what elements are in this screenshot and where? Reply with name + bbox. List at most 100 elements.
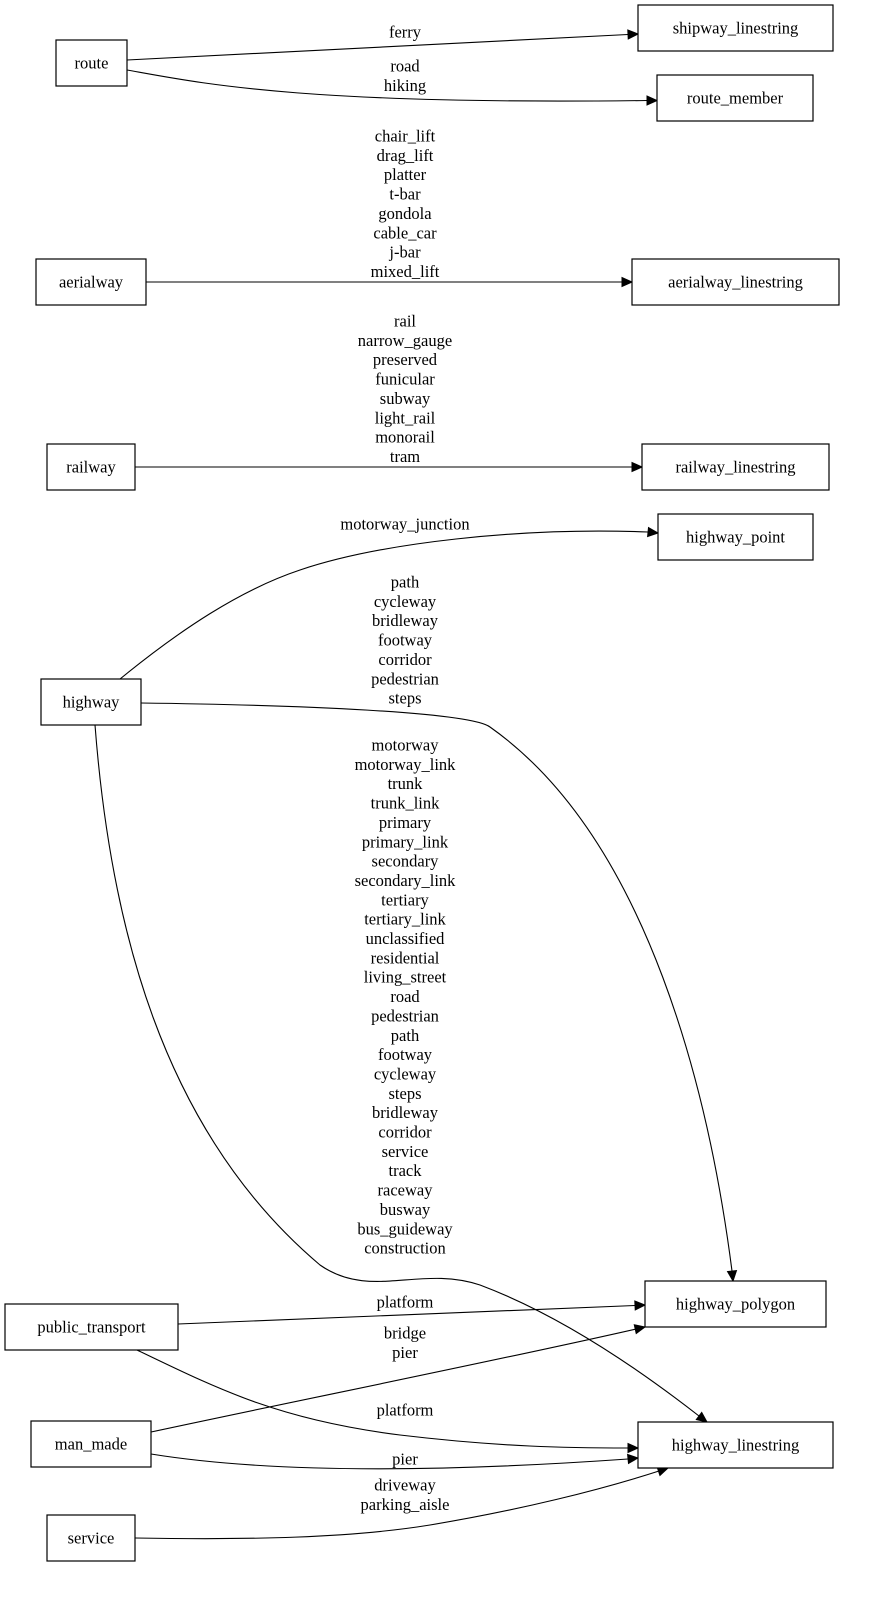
node-service[interactable]: service <box>46 1514 136 1562</box>
arrowhead-icon <box>646 95 659 106</box>
node-highway_point[interactable]: highway_point <box>657 513 814 561</box>
edge-label: motorway_link <box>355 755 457 774</box>
arrowhead-icon <box>621 276 634 288</box>
edge-label: primary_link <box>362 832 449 851</box>
edge-line <box>94 724 700 1417</box>
node-box <box>55 39 128 87</box>
edge-label: trunk <box>388 774 424 793</box>
edge-label: unclassified <box>366 929 446 948</box>
edge-label: road <box>390 57 420 76</box>
edge-label: funicular <box>375 370 435 389</box>
edge-line <box>150 1453 629 1470</box>
node-label: highway_linestring <box>672 1436 799 1455</box>
edge-label: path <box>391 1026 420 1045</box>
node-label: railway_linestring <box>675 458 795 477</box>
node-box <box>40 678 142 726</box>
node-railway_linestring[interactable]: railway_linestring <box>641 443 830 491</box>
node-route_member[interactable]: route_member <box>656 74 814 122</box>
edge-label: corridor <box>378 1123 432 1142</box>
node-label: highway_polygon <box>676 1295 795 1314</box>
edge-label: driveway <box>374 1476 436 1495</box>
arrowhead-icon <box>695 1411 708 1423</box>
edge-label: road <box>390 987 420 1006</box>
edge-line <box>177 1304 636 1325</box>
edge-label: bus_guideway <box>357 1219 453 1238</box>
edge-label: platter <box>384 165 427 184</box>
edge-line <box>119 530 649 680</box>
node-label: public_transport <box>37 1318 146 1337</box>
node-railway[interactable]: railway <box>46 443 136 491</box>
edge-label: bridleway <box>372 611 439 630</box>
node-highway_linestring[interactable]: highway_linestring <box>637 1421 834 1469</box>
edge-label: corridor <box>378 650 432 669</box>
node-label: shipway_linestring <box>673 19 799 38</box>
edge-label: steps <box>389 689 422 708</box>
arrowhead-icon <box>726 1270 738 1283</box>
node-box <box>637 1421 834 1469</box>
edge-label: bridge <box>384 1324 426 1343</box>
edge-label: secondary <box>372 852 440 871</box>
node-route[interactable]: route <box>55 39 128 87</box>
edge-label: raceway <box>378 1181 434 1200</box>
edge-line <box>136 1349 629 1449</box>
node-label: highway_point <box>686 528 785 547</box>
edge-label: construction <box>364 1239 446 1258</box>
edge-label: pier <box>392 1343 418 1362</box>
edge-line <box>126 69 648 102</box>
edge-label: tram <box>390 447 420 466</box>
edge-railway-to-railway_linestring <box>135 461 644 473</box>
edge-label: t-bar <box>389 185 421 204</box>
edge-label: narrow_gauge <box>358 331 452 350</box>
edge-label: busway <box>380 1200 431 1219</box>
node-box <box>35 258 147 306</box>
node-label: aerialway <box>59 273 124 292</box>
node-box <box>656 74 814 122</box>
edge-line <box>134 1470 660 1540</box>
node-label: railway <box>66 458 116 477</box>
edge-label: cycleway <box>374 1065 437 1084</box>
arrowhead-icon <box>627 1442 640 1454</box>
arrowhead-icon <box>627 1453 640 1465</box>
node-box <box>631 258 840 306</box>
node-label: aerialway_linestring <box>668 273 803 292</box>
node-label: highway <box>63 693 121 712</box>
node-public_transport[interactable]: public_transport <box>4 1303 179 1351</box>
node-aerialway_linestring[interactable]: aerialway_linestring <box>631 258 840 306</box>
node-highway_polygon[interactable]: highway_polygon <box>644 1280 827 1328</box>
edge-label: platform <box>377 1293 434 1312</box>
arrowhead-icon <box>634 1300 647 1311</box>
edge-public_transport-to-highway_polygon <box>177 1300 647 1325</box>
edge-label: path <box>391 573 420 592</box>
edge-label: preserved <box>373 350 438 369</box>
node-label: route <box>75 54 109 73</box>
node-man_made[interactable]: man_made <box>30 1420 152 1468</box>
edge-line <box>126 33 629 61</box>
node-shipway_linestring[interactable]: shipway_linestring <box>637 4 834 52</box>
edge-label: ferry <box>389 23 422 42</box>
edge-label: steps <box>389 1084 422 1103</box>
edge-label: monorail <box>375 428 435 447</box>
edge-label: cycleway <box>374 592 437 611</box>
edge-label: subway <box>380 389 431 408</box>
node-box <box>46 443 136 491</box>
arrowhead-icon <box>631 461 644 473</box>
edge-label: motorway <box>372 736 440 755</box>
edge-label: rail <box>394 312 416 331</box>
edge-public_transport-to-highway_linestring <box>136 1349 640 1454</box>
edge-label: track <box>389 1161 423 1180</box>
node-aerialway[interactable]: aerialway <box>35 258 147 306</box>
edge-label: hiking <box>384 76 426 95</box>
node-label: service <box>68 1529 115 1548</box>
edge-label: drag_lift <box>377 146 434 165</box>
edge-label: bridleway <box>372 1103 439 1122</box>
node-highway[interactable]: highway <box>40 678 142 726</box>
arrowhead-icon <box>627 29 640 40</box>
node-label: man_made <box>55 1435 127 1454</box>
node-box <box>657 513 814 561</box>
edge-label: footway <box>378 631 433 650</box>
edge-aerialway-to-aerialway_linestring <box>146 276 634 288</box>
node-box <box>4 1303 179 1351</box>
edge-route-to-route_member <box>126 69 659 106</box>
edge-label: pier <box>392 1450 418 1469</box>
